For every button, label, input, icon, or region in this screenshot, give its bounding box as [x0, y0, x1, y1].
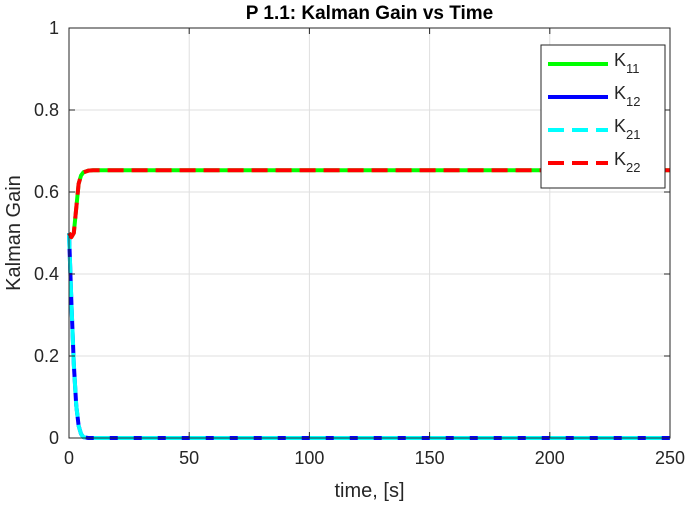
legend-label-k21: K21 — [614, 116, 640, 142]
x-tick-label: 250 — [655, 448, 685, 468]
x-tick-labels: 0 50 100 150 200 250 — [64, 448, 685, 468]
x-axis-label: time, [s] — [334, 480, 404, 502]
chart-title: P 1.1: Kalman Gain vs Time — [246, 3, 493, 24]
legend-label-main: K — [614, 50, 626, 70]
y-tick-label: 0 — [49, 428, 59, 448]
legend-label-main: K — [614, 116, 626, 136]
legend-label-subscript: 11 — [626, 61, 640, 76]
y-tick-label: 0.4 — [34, 264, 59, 284]
y-tick-label: 0.2 — [34, 346, 59, 366]
x-tick-label: 50 — [179, 448, 199, 468]
x-tick-label: 150 — [415, 448, 445, 468]
legend-label-k11: K11 — [614, 50, 640, 76]
legend-box — [540, 44, 666, 189]
axes-box — [68, 27, 671, 439]
legend-label-subscript: 22 — [626, 160, 640, 175]
legend-label-subscript: 12 — [626, 94, 640, 109]
legend-label-k12: K12 — [614, 83, 640, 109]
legend-label-subscript: 21 — [626, 127, 640, 142]
y-tick-label: 1 — [49, 18, 59, 38]
series-line-k22 — [67, 168, 670, 240]
x-tick-label: 100 — [294, 448, 324, 468]
y-tick-labels: 0 0.2 0.4 0.6 0.8 1 — [34, 18, 59, 448]
legend-label-main: K — [614, 149, 626, 169]
x-tick-label: 200 — [535, 448, 565, 468]
y-axis-label: Kalman Gain — [3, 175, 25, 291]
legend-label-k22: K22 — [614, 149, 640, 175]
y-tick-label: 0.8 — [34, 100, 59, 120]
y-tick-label: 0.6 — [34, 182, 59, 202]
x-tick-label: 0 — [64, 448, 74, 468]
legend-label-main: K — [614, 83, 626, 103]
